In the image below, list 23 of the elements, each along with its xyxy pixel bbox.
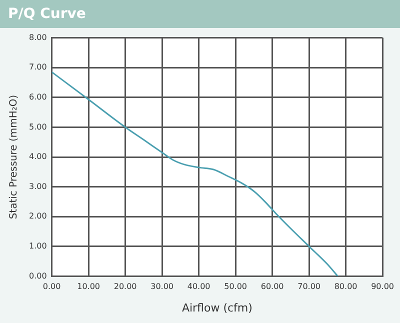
- x-tick-label: 50.00: [224, 282, 248, 292]
- y-tick-label: 1.00: [29, 241, 47, 250]
- x-tick-label: 20.00: [114, 282, 137, 292]
- y-tick-label: 4.00: [29, 152, 47, 162]
- x-axis-title: Airflow (cfm): [182, 301, 252, 314]
- x-tick-label: 90.00: [371, 282, 394, 292]
- y-tick-label: 5.00: [29, 122, 47, 132]
- y-tick-label: 0.00: [29, 271, 47, 280]
- y-tick-label: 6.00: [29, 92, 47, 102]
- y-tick-label: 2.00: [29, 212, 47, 221]
- y-tick-label: 3.00: [29, 182, 47, 191]
- x-tick-label: 60.00: [260, 282, 284, 292]
- x-tick-label: 40.00: [187, 282, 210, 292]
- x-tick-label: 80.00: [334, 282, 358, 292]
- x-tick-label: 30.00: [150, 282, 174, 292]
- y-tick-label: 7.00: [29, 62, 47, 72]
- line-series: [52, 71, 338, 276]
- y-axis-title: Static Pressure (mmH₂O): [8, 94, 20, 220]
- x-tick-label: 70.00: [298, 282, 321, 292]
- y-tick-label: 8.00: [29, 32, 47, 42]
- x-tick-label: 0.00: [42, 282, 61, 292]
- x-tick-label: 10.00: [77, 282, 100, 292]
- chart-title: P/Q Curve: [0, 0, 400, 28]
